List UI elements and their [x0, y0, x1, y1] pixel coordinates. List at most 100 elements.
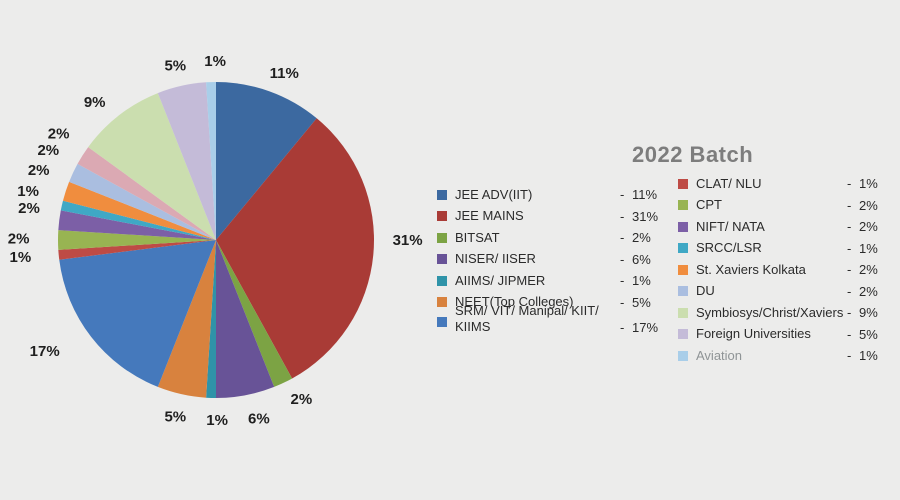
legend-value: 2% [859, 197, 878, 213]
legend-label: Aviation [696, 347, 743, 363]
legend-value: 1% [859, 240, 878, 256]
pie-data-label: 17% [30, 343, 60, 360]
legend-value: 5% [632, 294, 651, 310]
pie-slice [57, 230, 217, 250]
legend-label: CLAT/ NLU [696, 175, 762, 191]
pie-data-label: 2% [291, 391, 313, 408]
legend-value: 9% [859, 305, 878, 321]
legend-item: NEET(Top Colleges) -5% [437, 292, 666, 314]
legend-swatch [437, 232, 447, 243]
pie-data-label: 1% [17, 183, 39, 200]
pie-slice [77, 147, 216, 240]
legend-swatch [437, 211, 447, 222]
legend-dash: - [620, 294, 625, 310]
legend-item: DU -2% [678, 281, 893, 303]
legend-swatch [678, 329, 688, 340]
legend-label: JEE ADV(IIT) [455, 186, 533, 202]
pie-data-label: 1% [204, 53, 226, 70]
pie-data-label: 31% [393, 232, 423, 249]
legend-value: 6% [632, 251, 651, 267]
legend-item: BITSAT -2% [437, 227, 666, 249]
pie-data-label: 2% [8, 231, 30, 248]
pie-slice [69, 163, 216, 240]
legend-dash: - [847, 176, 852, 192]
pie-data-label: 11% [270, 65, 299, 82]
pie-slice [59, 240, 216, 387]
pie-slice [157, 82, 216, 240]
legend-value: 1% [859, 348, 878, 364]
legend-dash: - [847, 305, 852, 321]
chart-title: 2022 Batch [632, 142, 754, 167]
legend-swatch [437, 297, 447, 308]
legend-dash: - [847, 283, 852, 299]
pie-slice [206, 82, 216, 240]
legend-value: 2% [859, 219, 878, 235]
legend-value: 1% [632, 273, 651, 289]
legend-swatch [678, 200, 688, 211]
legend-dash: - [620, 230, 625, 246]
pie-data-label: 5% [164, 58, 186, 75]
legend-dash: - [847, 240, 852, 256]
pie-slice [58, 240, 217, 260]
pie-data-label: 2% [28, 162, 50, 179]
legend-value: 2% [859, 262, 878, 278]
legend-value: 17% [632, 319, 659, 335]
legend-label: BITSAT [455, 229, 500, 245]
legend-item: St. Xaviers Kolkata -2% [678, 259, 893, 281]
legend-swatch [678, 350, 688, 361]
pie-slice [157, 240, 216, 398]
pie-slice [216, 240, 293, 387]
legend-label: SRCC/LSR [696, 240, 762, 256]
legend-item: CLAT/ NLU -1% [678, 173, 893, 195]
legend-dash: - [847, 348, 852, 364]
legend-dash: - [847, 197, 852, 213]
pie-data-label: 5% [164, 408, 186, 425]
legend-dash: - [847, 326, 852, 342]
legend-item: Symbiosys/Christ/Xaviers -9% [678, 302, 893, 324]
legend-dash: - [847, 262, 852, 278]
pie-slice [216, 118, 375, 379]
legend-column-1: JEE ADV(IIT) -11% JEE MAINS -31% BITSAT -2% NI… [437, 184, 666, 338]
legend-item: SRM/ VIT/ Manipal/ KIIT/ KIIMS -17% [437, 303, 666, 338]
legend-dash: - [620, 273, 625, 289]
pie-data-label: 6% [248, 411, 270, 428]
legend-swatch [437, 254, 447, 265]
legend-swatch [437, 275, 447, 286]
legend-label: NISER/ IISER [455, 251, 536, 267]
pie-slice [216, 82, 317, 240]
legend-item: SRCC/LSR -1% [678, 238, 893, 260]
legend-label: St. Xaviers Kolkata [696, 261, 806, 277]
legend-item: CPT -2% [678, 195, 893, 217]
pie-slice [60, 200, 216, 240]
legend-swatch [678, 221, 688, 232]
legend-value: 11% [632, 187, 658, 203]
legend-label: NEET(Top Colleges) [455, 294, 574, 310]
legend-dash: - [620, 251, 625, 267]
pie-data-label: 2% [37, 142, 59, 159]
legend-swatch [678, 286, 688, 297]
legend-dash: - [620, 187, 625, 203]
legend-value: 31% [632, 208, 659, 224]
legend-swatch [437, 189, 447, 200]
legend-swatch [437, 317, 447, 327]
pie-slice [206, 240, 216, 398]
legend-value: 2% [859, 283, 878, 299]
legend-swatch [678, 264, 688, 275]
legend-dash: - [620, 319, 625, 335]
legend-label: Symbiosys/Christ/Xaviers [696, 304, 844, 320]
legend-item: JEE ADV(IIT) -11% [437, 184, 666, 206]
legend-label: DU [696, 283, 715, 299]
legend-swatch [678, 307, 688, 318]
pie-data-label: 1% [10, 249, 32, 266]
pie-data-label: 9% [84, 94, 106, 111]
legend-item: NISER/ IISER -6% [437, 249, 666, 271]
pie-data-label: 2% [48, 126, 70, 143]
legend-swatch [678, 178, 688, 189]
legend-label: CPT [696, 197, 722, 213]
legend-dash: - [847, 219, 852, 235]
pie-slice [216, 240, 275, 398]
legend-swatch [678, 243, 688, 254]
pie-data-label: 2% [18, 200, 40, 217]
